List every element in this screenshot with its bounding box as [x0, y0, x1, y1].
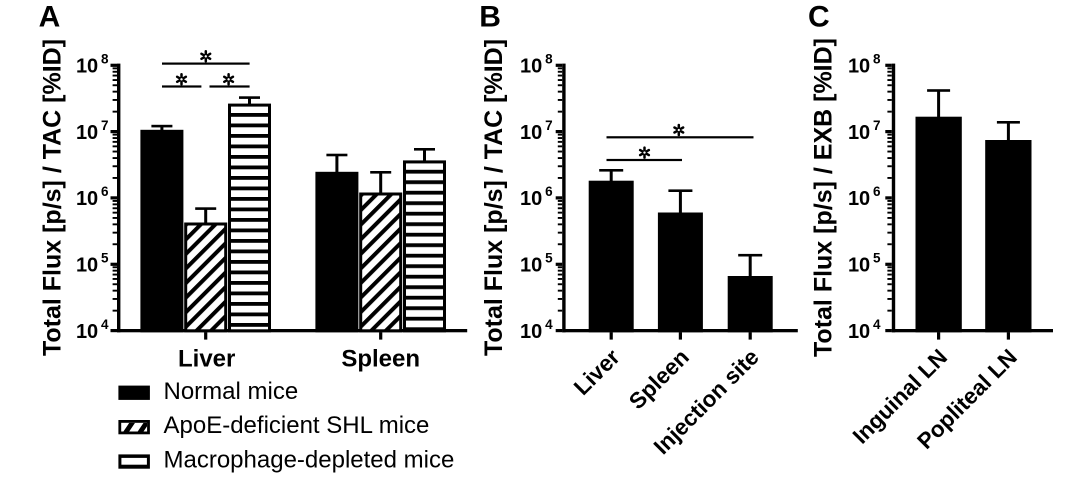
svg-text:8: 8: [101, 52, 109, 67]
svg-text:7: 7: [545, 118, 553, 133]
svg-text:10: 10: [520, 188, 542, 210]
svg-text:Total Flux [p/s] / TAC [%ID]: Total Flux [p/s] / TAC [%ID]: [39, 39, 67, 356]
svg-text:Macrophage-depleted mice: Macrophage-depleted mice: [164, 447, 455, 474]
svg-text:4: 4: [101, 317, 109, 332]
svg-text:10: 10: [848, 188, 870, 210]
svg-text:10: 10: [520, 255, 542, 277]
svg-text:5: 5: [545, 251, 553, 266]
svg-text:10: 10: [76, 255, 98, 277]
svg-text:6: 6: [101, 184, 109, 199]
svg-text:10: 10: [520, 122, 542, 144]
svg-text:10: 10: [76, 122, 98, 144]
svg-text:ApoE-deficient SHL mice: ApoE-deficient SHL mice: [164, 412, 430, 439]
svg-text:10: 10: [520, 321, 542, 343]
svg-text:10: 10: [848, 255, 870, 277]
svg-text:B: B: [479, 1, 501, 34]
svg-text:Spleen: Spleen: [341, 345, 420, 372]
svg-text:5: 5: [873, 251, 881, 266]
svg-text:8: 8: [545, 52, 553, 67]
svg-text:Total Flux [p/s] / TAC [%ID]: Total Flux [p/s] / TAC [%ID]: [480, 39, 508, 356]
svg-text:Normal mice: Normal mice: [164, 378, 299, 405]
svg-text:10: 10: [848, 122, 870, 144]
svg-text:6: 6: [873, 184, 881, 199]
svg-text:10: 10: [76, 56, 98, 78]
svg-text:A: A: [39, 1, 61, 34]
svg-text:10: 10: [848, 56, 870, 78]
svg-text:5: 5: [101, 251, 109, 266]
svg-text:10: 10: [76, 321, 98, 343]
svg-text:10: 10: [76, 188, 98, 210]
svg-text:4: 4: [873, 317, 881, 332]
svg-text:7: 7: [873, 118, 881, 133]
svg-text:Total Flux [p/s] / EXB [%ID]: Total Flux [p/s] / EXB [%ID]: [809, 38, 837, 357]
svg-text:10: 10: [848, 321, 870, 343]
svg-text:7: 7: [101, 118, 109, 133]
svg-text:4: 4: [545, 317, 553, 332]
svg-text:10: 10: [520, 56, 542, 78]
svg-text:C: C: [808, 1, 830, 34]
svg-text:6: 6: [545, 184, 553, 199]
svg-text:Liver: Liver: [178, 345, 235, 372]
svg-text:8: 8: [873, 52, 881, 67]
